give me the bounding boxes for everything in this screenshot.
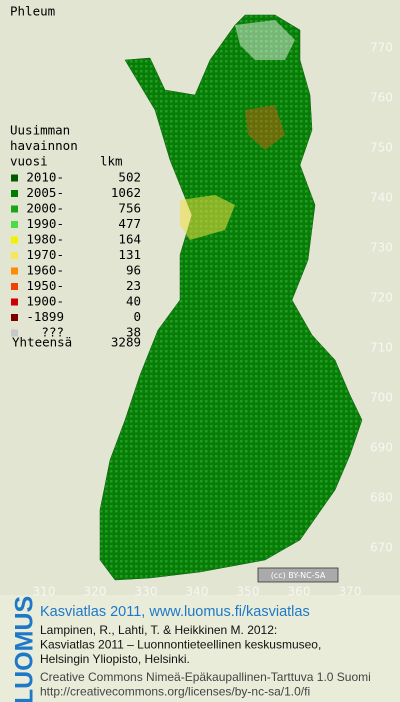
- footer-text: Lampinen, R., Lahti, T. & Heikkinen M. 2…: [40, 623, 371, 699]
- legend-swatch: [11, 205, 18, 213]
- x-grid-label: 350: [237, 585, 260, 599]
- legend-swatch: [11, 190, 18, 197]
- footer-heading: Kasviatlas 2011, www.luomus.fi/kasviatla…: [40, 604, 310, 620]
- legend-count: 40: [126, 294, 141, 309]
- legend-label: ???: [41, 325, 64, 340]
- legend-count: 96: [126, 263, 141, 278]
- legend-swatch: [11, 314, 18, 321]
- map-highlight-east: [245, 105, 285, 150]
- legend-label: 1990-: [26, 216, 64, 231]
- finland-map: [99, 14, 363, 581]
- x-grid-label: 320: [84, 585, 107, 599]
- y-grid-label: 740: [370, 191, 393, 205]
- x-grid-label: 370: [339, 585, 362, 599]
- legend-swatch: [11, 329, 18, 337]
- y-grid-label: 720: [370, 291, 393, 305]
- license-badge-text: (cc) BY-NC-SA: [271, 571, 326, 580]
- legend-swatch: [11, 221, 18, 228]
- y-grid-label: 760: [370, 91, 393, 105]
- legend-label: 1960-: [26, 263, 64, 278]
- legend-label: 2000-: [26, 201, 64, 216]
- logo: LUOMUS: [11, 596, 39, 702]
- y-grid-label: 710: [370, 341, 393, 355]
- x-grid-label: 310: [33, 585, 56, 599]
- legend-swatch: [11, 252, 18, 259]
- legend-count: 131: [118, 247, 141, 262]
- citation-line: Lampinen, R., Lahti, T. & Heikkinen M. 2…: [40, 623, 277, 637]
- legend-label: -1899: [26, 309, 64, 324]
- legend-count: 502: [118, 170, 141, 185]
- legend-swatch: [11, 298, 18, 306]
- license-line: http://creativecommons.org/licenses/by-n…: [40, 685, 310, 699]
- legend-col-count: lkm: [100, 154, 123, 169]
- legend-count: 477: [118, 216, 141, 231]
- legend-count: 23: [126, 278, 141, 293]
- y-grid-label: 680: [370, 491, 393, 505]
- legend-count: 38: [126, 325, 141, 340]
- legend-count: 1062: [111, 185, 141, 200]
- legend-label: 1950-: [26, 278, 64, 293]
- y-grid-label: 770: [370, 41, 393, 55]
- citation-line: Helsingin Yliopisto, Helsinki.: [40, 652, 190, 666]
- legend-label: 2010-: [26, 170, 64, 185]
- y-grid-label: 670: [370, 541, 393, 555]
- map-highlight-lapland: [235, 20, 295, 60]
- y-grid-label: 750: [370, 141, 393, 155]
- legend-heading: havainnon: [10, 138, 78, 153]
- legend-label: 1970-: [26, 247, 64, 262]
- map-highlight-north: [180, 195, 235, 240]
- legend-total: 3289: [111, 335, 141, 350]
- legend-label: 1900-: [26, 294, 64, 309]
- citation-line: Kasviatlas 2011 – Luonnontieteellinen ke…: [40, 638, 321, 652]
- license-line: Creative Commons Nimeä-Epäkaupallinen-Ta…: [40, 670, 371, 684]
- y-grid-label: 730: [370, 241, 393, 255]
- license-badge: (cc) BY-NC-SA: [257, 567, 339, 583]
- y-grid-label: 690: [370, 441, 393, 455]
- grid-labels: 770 760 750 740 730 720 710 700 690 680 670 310 320 3…: [33, 41, 393, 599]
- x-grid-label: 360: [288, 585, 311, 599]
- legend-count: 0: [133, 309, 141, 324]
- legend-heading: Uusimman: [10, 123, 70, 138]
- legend-count: 756: [118, 201, 141, 216]
- x-grid-label: 340: [186, 585, 209, 599]
- legend-total-label: Yhteensä: [12, 335, 72, 350]
- legend-swatch: [11, 283, 18, 290]
- legend-label: 2005-: [26, 185, 64, 200]
- legend-swatch: [11, 267, 18, 275]
- legend-label: 1980-: [26, 232, 64, 247]
- y-grid-label: 700: [370, 391, 393, 405]
- legend-col-year: vuosi: [10, 154, 48, 169]
- legend-swatch: [11, 174, 18, 182]
- legend-count: 164: [118, 232, 141, 247]
- species-title: Phleum: [10, 4, 55, 19]
- x-grid-label: 330: [135, 585, 158, 599]
- legend-swatch: [11, 236, 18, 244]
